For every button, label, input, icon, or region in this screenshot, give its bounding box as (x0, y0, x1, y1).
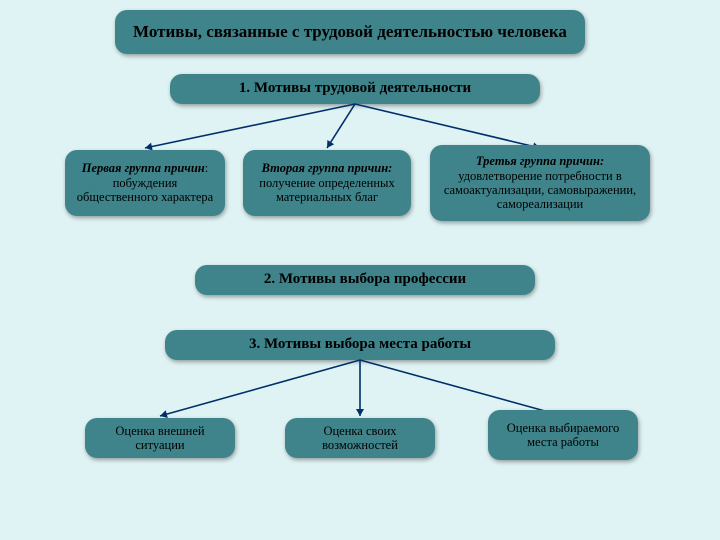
section1-group-1-body: побуждения общественного характера (77, 176, 213, 204)
section1-group-1-lead: Первая группа причин (82, 161, 205, 175)
section1-heading: 1. Мотивы трудовой деятельности (239, 80, 471, 97)
section1-group-2: Вторая группа причин: получение определе… (243, 150, 411, 216)
section1-group-3: Третья группа причин: удовлетворение пот… (430, 145, 650, 221)
section3-heading-box: 3. Мотивы выбора места работы (165, 330, 555, 360)
section3-item-3: Оценка выбираемого места работы (488, 410, 638, 460)
section3-item-2: Оценка своих возможностей (285, 418, 435, 458)
section3-heading: 3. Мотивы выбора места работы (249, 336, 471, 353)
section3-item-1: Оценка внешней ситуации (85, 418, 235, 458)
diagram-title-box: Мотивы, связанные с трудовой деятельност… (115, 10, 585, 54)
section1-group-2-body: получение определенных материальных благ (259, 176, 394, 204)
section1-group-3-lead: Третья группа причин: (476, 154, 604, 168)
section2-heading: 2. Мотивы выбора профессии (264, 271, 466, 288)
section1-heading-box: 1. Мотивы трудовой деятельности (170, 74, 540, 104)
section1-group-3-body: удовлетворение потребности в самоактуали… (444, 169, 636, 212)
section1-group-2-lead: Вторая группа причин: (262, 161, 393, 175)
section1-group-1: Первая группа причин: побуждения обществ… (65, 150, 225, 216)
section2-heading-box: 2. Мотивы выбора профессии (195, 265, 535, 295)
diagram-title: Мотивы, связанные с трудовой деятельност… (133, 22, 567, 42)
